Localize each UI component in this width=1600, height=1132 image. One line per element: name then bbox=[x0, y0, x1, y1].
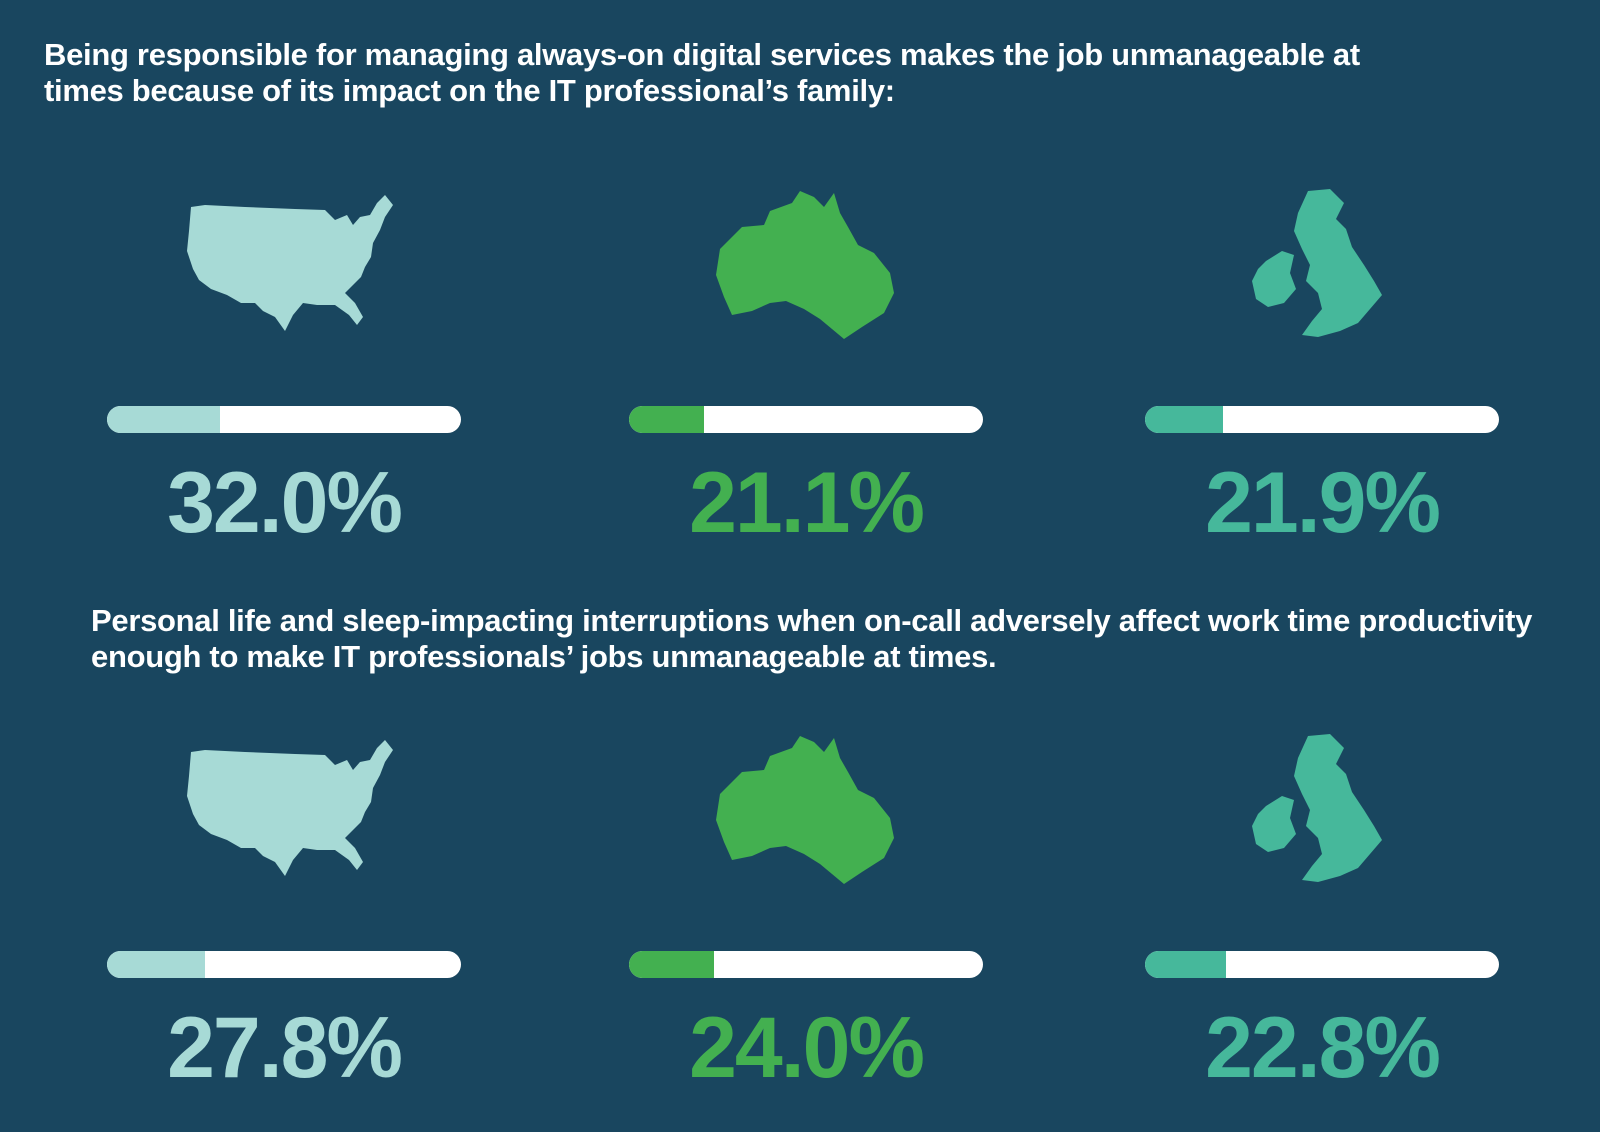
percent-label: 24.0% bbox=[689, 1000, 925, 1096]
percent-label: 22.8% bbox=[1205, 1000, 1441, 1096]
progress-track bbox=[629, 406, 983, 433]
uk-ireland-map-icon bbox=[1252, 734, 1382, 882]
us-map-icon bbox=[187, 195, 393, 331]
progress-fill bbox=[107, 951, 206, 978]
progress-fill bbox=[1145, 406, 1223, 433]
progress-track bbox=[629, 951, 983, 978]
australia-map-icon bbox=[716, 736, 894, 884]
stat-australia-row2: 24.0% bbox=[629, 730, 989, 1110]
progress-track bbox=[107, 406, 461, 433]
progress-fill bbox=[107, 406, 221, 433]
percent-label: 27.8% bbox=[167, 1000, 403, 1096]
uk-ireland-map-icon bbox=[1252, 189, 1382, 337]
chart-1-heading: Being responsible for managing always-on… bbox=[44, 37, 1360, 108]
us-map-icon bbox=[187, 740, 393, 876]
percent-label: 21.9% bbox=[1205, 455, 1441, 551]
progress-track bbox=[1145, 406, 1499, 433]
stat-us-row2: 27.8% bbox=[107, 730, 467, 1110]
progress-fill bbox=[1145, 951, 1226, 978]
progress-track bbox=[107, 951, 461, 978]
stat-uk-row2: 22.8% bbox=[1145, 730, 1505, 1110]
percent-label: 21.1% bbox=[689, 455, 925, 551]
chart-2-heading: Personal life and sleep-impacting interr… bbox=[91, 603, 1533, 674]
stat-uk-row1: 21.9% bbox=[1145, 185, 1505, 565]
stat-us-row1: 32.0% bbox=[107, 185, 467, 565]
progress-fill bbox=[629, 951, 714, 978]
stat-australia-row1: 21.1% bbox=[629, 185, 989, 565]
progress-track bbox=[1145, 951, 1499, 978]
percent-label: 32.0% bbox=[167, 455, 403, 551]
progress-fill bbox=[629, 406, 704, 433]
australia-map-icon bbox=[716, 191, 894, 339]
